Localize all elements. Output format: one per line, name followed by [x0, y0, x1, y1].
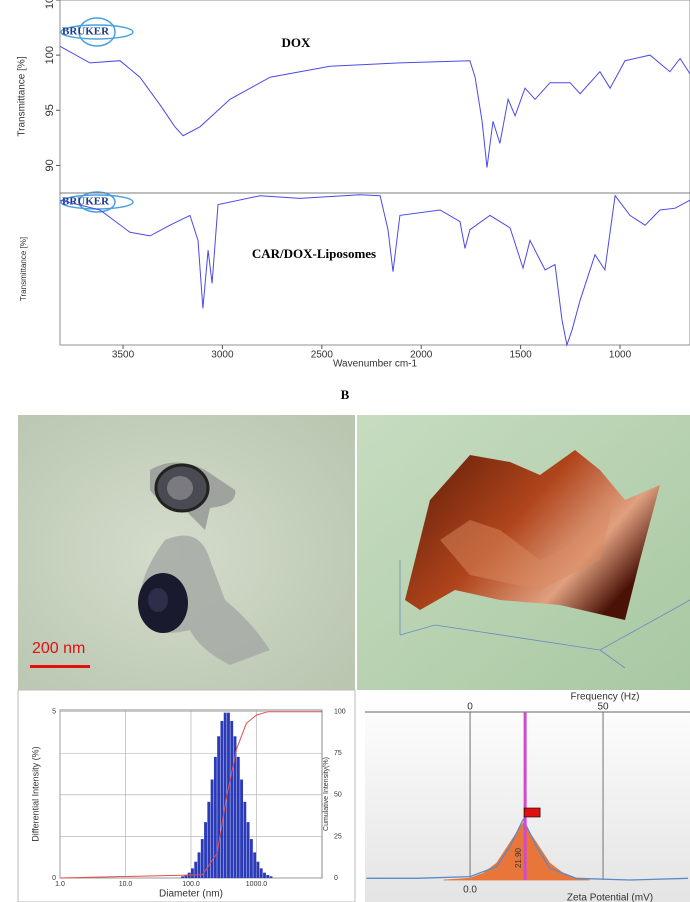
peak-marker	[524, 808, 540, 817]
x2-tick-label: 50	[597, 702, 609, 713]
histogram-bar	[201, 839, 204, 878]
logo-text: BRUKER	[62, 196, 110, 208]
x-tick-label: 1000	[609, 350, 632, 361]
x-tick-label: 1000.0	[246, 881, 268, 888]
y2-tick-label: 0	[334, 875, 338, 882]
x-tick-label: 3500	[112, 350, 135, 361]
histogram-bar	[224, 713, 227, 878]
y-tick-label: 0	[52, 875, 56, 882]
histogram-bar	[263, 873, 266, 878]
x-tick-label: 10.0	[119, 881, 133, 888]
histogram-bar	[260, 868, 263, 878]
y-axis-label: Transmittance [%]	[19, 237, 28, 301]
histogram-bar	[211, 780, 214, 878]
histogram-bar	[191, 868, 194, 878]
x-tick-label: 0.0	[463, 885, 477, 896]
x-axis-label: Diameter (nm)	[159, 889, 223, 900]
histogram-bar	[257, 862, 260, 878]
histogram-bar	[270, 876, 273, 878]
histogram-bar	[237, 757, 240, 878]
x2-tick-label: 0	[467, 702, 473, 713]
tem-image: 200 nm	[18, 415, 355, 690]
histogram-bar	[217, 736, 220, 878]
y-axis-label: Transmittance [%]	[17, 56, 28, 136]
bruker-logo: BRUKER BRUKER	[61, 18, 133, 212]
y2-tick-label: 50	[334, 792, 342, 799]
x-tick-label: 1.0	[55, 881, 65, 888]
panel-label: B	[341, 387, 350, 402]
spectrum-line	[60, 46, 690, 167]
y2-tick-label: 100	[334, 709, 346, 716]
peak-annotation: 21.90	[514, 847, 523, 868]
chart-title: DOX	[282, 35, 312, 50]
page: {"figure": {"panel_label": "B", "logo_te…	[0, 0, 690, 902]
y-tick-label: 5	[52, 709, 56, 716]
x-tick-label: 3000	[211, 350, 234, 361]
histogram-bar	[198, 852, 201, 878]
histogram-bar	[250, 839, 253, 878]
histogram-bar	[266, 875, 269, 878]
histogram-bar	[181, 876, 184, 878]
x-tick-label: 2500	[311, 350, 334, 361]
y2-axis-label: Cumulative Intensity(%)	[323, 757, 330, 831]
x2-axis-label: Frequency (Hz)	[571, 692, 640, 703]
y-tick-label: 90	[44, 159, 56, 171]
y-tick-label: 100	[44, 46, 56, 64]
chart-title: CAR/DOX-Liposomes	[252, 246, 376, 261]
logo-text: BRUKER	[62, 26, 110, 38]
y-axis-label: Differential Intensity (%)	[30, 746, 40, 841]
histogram-bar	[253, 852, 256, 878]
histogram-bar	[220, 721, 223, 878]
afm-image	[357, 415, 690, 690]
histogram-bar	[243, 802, 246, 878]
spectrum-line	[60, 195, 690, 345]
histogram-bar	[240, 780, 243, 878]
figure: BRUKER BRUKER B 200 nm 90 95 100 105 Transmi…	[0, 0, 690, 902]
histogram-bar	[247, 822, 250, 878]
x-axis-label: Wavenumber cm-1	[333, 359, 418, 370]
histogram-bar	[214, 757, 217, 878]
y-tick-label: 95	[44, 104, 56, 116]
x-tick-label: 1500	[509, 350, 532, 361]
x-tick-label: 100.0	[182, 881, 200, 888]
y-tick-label: 105	[44, 0, 56, 9]
histogram-bar	[194, 862, 197, 878]
histogram-bar	[230, 721, 233, 878]
y2-tick-label: 75	[334, 750, 342, 757]
y2-tick-label: 25	[334, 833, 342, 840]
x-axis-label: Zeta Potential (mV)	[567, 893, 653, 902]
scale-bar-label: 200 nm	[32, 640, 85, 657]
histogram-bar	[227, 713, 230, 878]
plot-frame	[60, 193, 690, 345]
